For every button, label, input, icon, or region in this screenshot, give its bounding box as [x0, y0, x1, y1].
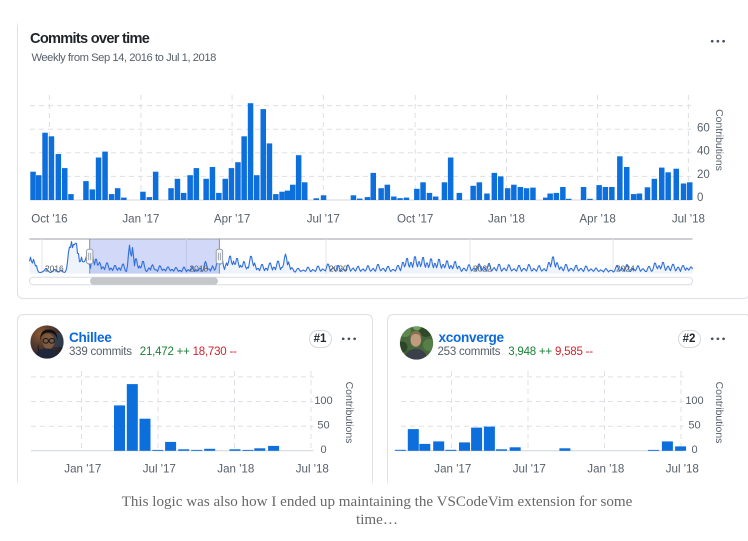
- svg-text:Apr '17: Apr '17: [214, 212, 250, 225]
- svg-text:50: 50: [317, 420, 329, 432]
- svg-text:Oct '16: Oct '16: [31, 212, 67, 225]
- svg-text:0: 0: [697, 192, 703, 204]
- svg-text:Jan '18: Jan '18: [587, 462, 624, 475]
- svg-text:2024: 2024: [616, 263, 635, 273]
- svg-text:0: 0: [691, 444, 697, 456]
- svg-text:Jul '18: Jul '18: [672, 212, 705, 225]
- svg-text:Jan '17: Jan '17: [122, 212, 159, 225]
- svg-text:100: 100: [314, 395, 332, 407]
- svg-text:2022: 2022: [473, 263, 492, 273]
- svg-text:Jan '18: Jan '18: [488, 212, 525, 225]
- svg-text:2020: 2020: [329, 263, 348, 273]
- svg-text:0: 0: [320, 444, 326, 456]
- svg-text:Jul '17: Jul '17: [143, 462, 176, 475]
- svg-text:2018: 2018: [190, 263, 209, 273]
- svg-text:Oct '17: Oct '17: [397, 212, 433, 225]
- svg-text:60: 60: [697, 123, 710, 135]
- svg-text:Jan '17: Jan '17: [434, 462, 471, 475]
- svg-text:Jul '18: Jul '18: [296, 462, 329, 475]
- svg-text:20: 20: [697, 169, 710, 181]
- svg-text:100: 100: [685, 395, 703, 407]
- svg-text:Contributions: Contributions: [343, 382, 355, 444]
- svg-text:40: 40: [697, 146, 710, 158]
- svg-text:Jan '18: Jan '18: [217, 462, 254, 475]
- svg-text:2016: 2016: [45, 263, 64, 273]
- svg-text:50: 50: [688, 420, 700, 432]
- svg-text:Jan '17: Jan '17: [64, 462, 101, 475]
- svg-text:Contributions: Contributions: [713, 382, 725, 444]
- svg-text:Contributions: Contributions: [713, 109, 725, 171]
- svg-text:Jul '17: Jul '17: [307, 212, 340, 225]
- svg-text:Jul '17: Jul '17: [513, 462, 546, 475]
- svg-text:Jul '18: Jul '18: [666, 462, 699, 475]
- svg-text:Apr '18: Apr '18: [579, 212, 615, 225]
